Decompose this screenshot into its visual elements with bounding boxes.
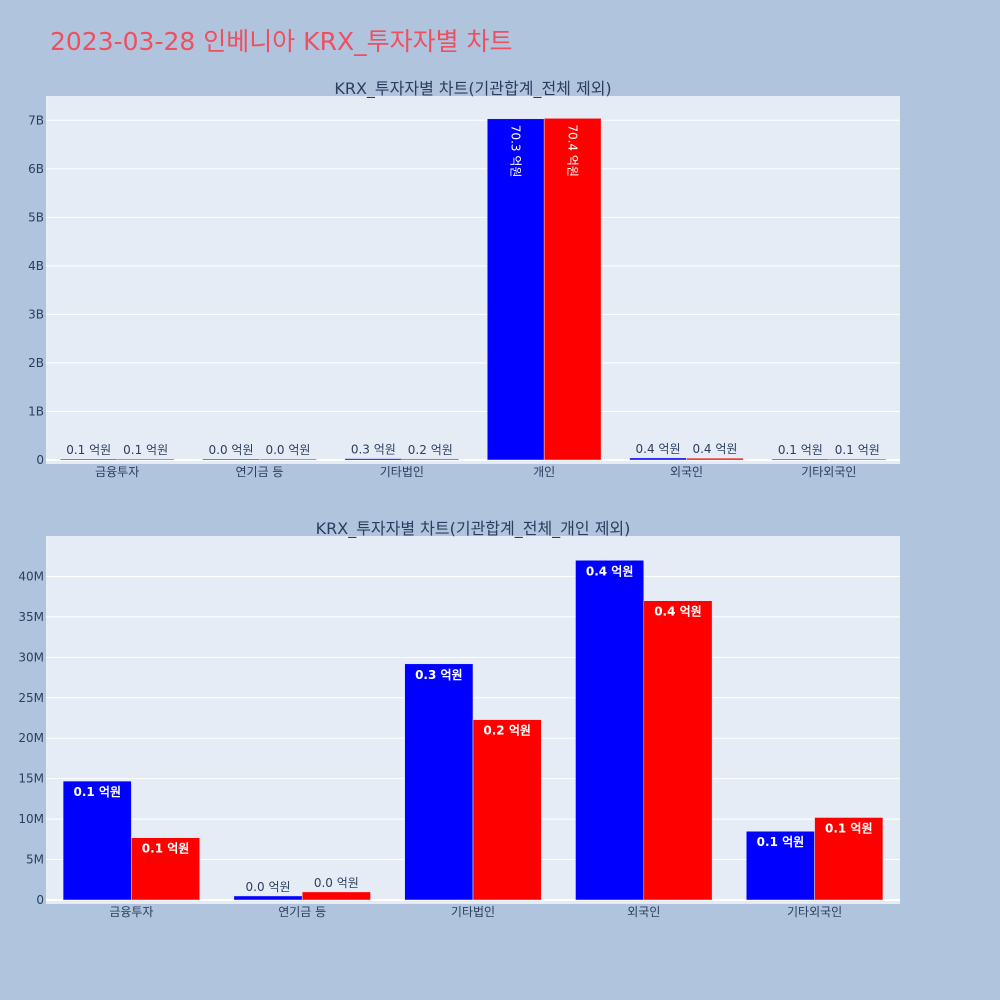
plot-area bbox=[46, 96, 900, 464]
x-tick-label: 금융투자 bbox=[95, 465, 139, 479]
data-label: 0.4 억원 bbox=[586, 564, 634, 578]
y-tick-label: 15M bbox=[18, 772, 44, 786]
y-tick-label: 6B bbox=[28, 162, 44, 176]
y-tick-label: 25M bbox=[18, 691, 44, 705]
data-label: 70.4 억원 bbox=[566, 124, 580, 177]
page-title: 2023-03-28 인베니아 KRX_투자자별 차트 bbox=[50, 27, 513, 56]
x-tick-label: 금융투자 bbox=[109, 905, 153, 919]
x-tick-label: 연기금 등 bbox=[278, 905, 326, 919]
y-tick-label: 2B bbox=[28, 356, 44, 370]
bar bbox=[686, 457, 744, 461]
data-label: 0.0 억원 bbox=[314, 876, 359, 890]
bar bbox=[814, 817, 884, 901]
x-tick-label: 기타외국인 bbox=[801, 465, 856, 479]
x-tick-label: 기타법인 bbox=[380, 465, 424, 479]
y-tick-label: 20M bbox=[18, 731, 44, 745]
data-label: 0.3 억원 bbox=[351, 443, 396, 457]
bar bbox=[233, 895, 303, 901]
bar bbox=[543, 118, 602, 461]
data-label: 0.1 억원 bbox=[757, 835, 805, 849]
data-label: 0.1 억원 bbox=[123, 443, 168, 457]
data-label: 0.1 억원 bbox=[778, 443, 823, 457]
data-label: 0.1 억원 bbox=[142, 842, 190, 856]
bar bbox=[131, 837, 200, 901]
data-label: 0.1 억원 bbox=[66, 443, 111, 457]
y-tick-label: 1B bbox=[28, 404, 44, 418]
bar bbox=[404, 663, 474, 901]
bar bbox=[643, 600, 713, 901]
bar bbox=[629, 457, 687, 461]
bar bbox=[116, 458, 175, 461]
data-label: 0.1 억원 bbox=[835, 443, 880, 457]
data-label: 0.0 억원 bbox=[246, 880, 291, 894]
chart-2: KRX_투자자별 차트(기관합계_전체_개인 제외) 0 5M 10M 15M 20M 25… bbox=[18, 519, 900, 919]
x-tick-label: 기타외국인 bbox=[787, 905, 842, 919]
y-tick-label: 30M bbox=[18, 650, 44, 664]
bar bbox=[401, 458, 460, 461]
data-label: 0.2 억원 bbox=[408, 443, 453, 457]
y-tick-label: 4B bbox=[28, 259, 44, 273]
data-label: 0.4 억원 bbox=[654, 605, 702, 619]
chart-1: KRX_투자자별 차트(기관합계_전체 제외) 0 1B 2B 3B 4B 5B 6B 7B 금융… bbox=[28, 79, 900, 479]
bar bbox=[472, 719, 542, 901]
bar bbox=[344, 458, 403, 461]
y-tick-label: 5M bbox=[26, 853, 44, 867]
data-label: 0.3 억원 bbox=[415, 668, 463, 682]
bar bbox=[59, 458, 118, 461]
y-tick-label: 40M bbox=[18, 569, 44, 583]
data-label: 0.4 억원 bbox=[636, 442, 681, 456]
data-label: 0.1 억원 bbox=[73, 785, 121, 799]
x-tick-label: 개인 bbox=[533, 465, 555, 479]
bar bbox=[259, 458, 317, 461]
y-tick-label: 0 bbox=[36, 453, 44, 467]
y-tick-label: 10M bbox=[18, 812, 44, 826]
bar bbox=[202, 458, 260, 461]
data-label: 0.0 억원 bbox=[209, 443, 254, 457]
y-tick-label: 35M bbox=[18, 610, 44, 624]
bar bbox=[301, 891, 371, 901]
x-tick-label: 외국인 bbox=[670, 465, 703, 479]
y-tick-label: 7B bbox=[28, 113, 44, 127]
y-tick-label: 0 bbox=[36, 893, 44, 907]
bar bbox=[746, 830, 815, 901]
data-label: 0.2 억원 bbox=[483, 724, 531, 738]
bar bbox=[575, 560, 645, 901]
data-label: 0.0 억원 bbox=[265, 443, 310, 457]
chart-title: KRX_투자자별 차트(기관합계_전체 제외) bbox=[334, 79, 611, 99]
y-tick-label: 3B bbox=[28, 307, 44, 321]
data-label: 0.4 억원 bbox=[692, 442, 737, 456]
y-tick-label: 5B bbox=[28, 210, 44, 224]
data-label: 70.3 억원 bbox=[509, 125, 523, 178]
bar bbox=[62, 780, 132, 901]
bar bbox=[771, 458, 830, 461]
bar bbox=[828, 458, 887, 461]
x-tick-label: 외국인 bbox=[627, 905, 660, 919]
data-label: 0.1 억원 bbox=[825, 821, 873, 835]
chart-title: KRX_투자자별 차트(기관합계_전체_개인 제외) bbox=[316, 519, 631, 539]
bar bbox=[486, 118, 545, 461]
x-tick-label: 연기금 등 bbox=[236, 465, 284, 479]
x-tick-label: 기타법인 bbox=[451, 905, 495, 919]
